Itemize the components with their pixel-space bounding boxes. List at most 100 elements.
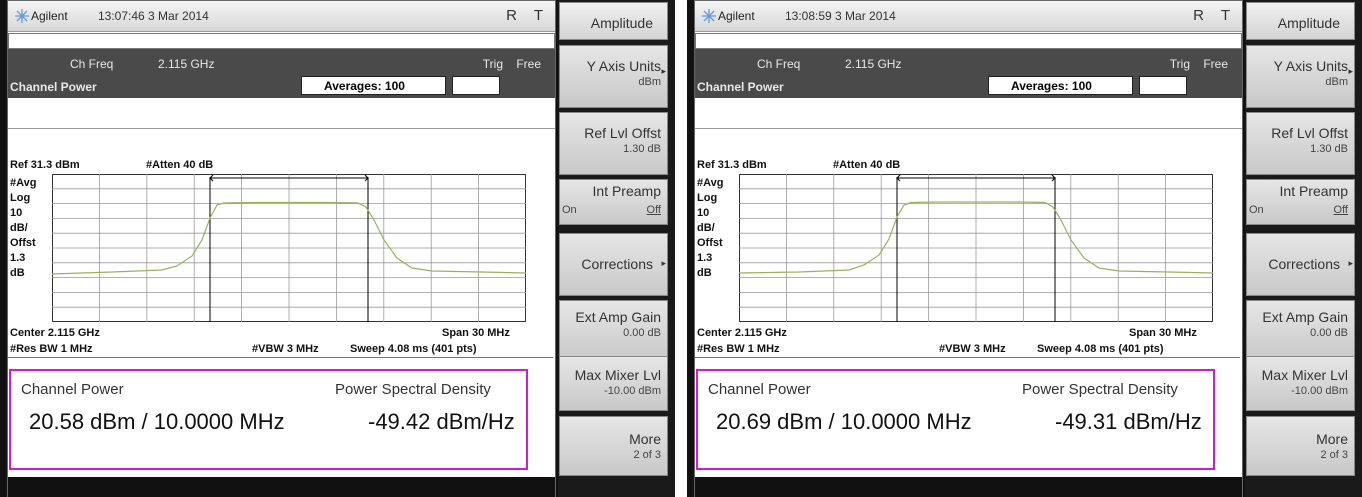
- results-panel: Channel Power Power Spectral Density 20.…: [9, 369, 528, 470]
- channel-power-value: 20.58 dBm / 10.0000 MHz: [29, 409, 285, 434]
- ch-freq-label: Ch Freq: [70, 57, 114, 71]
- ref-level: Ref 31.3 dBm: [697, 159, 767, 171]
- sweep: Sweep 4.08 ms (401 pts): [1037, 343, 1164, 355]
- ch-freq-value: 2.115 GHz: [845, 57, 902, 71]
- indicator-r: R: [1193, 7, 1204, 24]
- scale-label: Log: [10, 192, 31, 204]
- attenuation: #Atten 40 dB: [833, 159, 901, 171]
- menu-title: Amplitude: [1246, 2, 1355, 40]
- ref-lvl-offst-softkey[interactable]: Ref Lvl Offst 1.30 dB: [1246, 112, 1355, 175]
- scale-label: dB/: [10, 222, 28, 234]
- psd-value: -49.42 dBm/Hz: [368, 409, 515, 434]
- more-softkey[interactable]: More 2 of 3: [559, 416, 668, 476]
- agilent-logo-icon: [702, 9, 716, 23]
- brand-name: Agilent: [31, 9, 68, 23]
- channel-bandwidth-markers: [896, 174, 1056, 322]
- scale-label: #Avg: [10, 177, 37, 189]
- indicator-t: T: [1220, 7, 1230, 24]
- scale-label: dB: [697, 267, 712, 279]
- corrections-softkey[interactable]: Corrections ▸: [559, 233, 668, 296]
- indicator-r: R: [506, 7, 517, 24]
- submenu-arrow-icon: ▸: [1348, 66, 1353, 76]
- scale-label: dB: [10, 267, 25, 279]
- indicator-t: T: [533, 7, 543, 24]
- status-field: [1139, 76, 1187, 95]
- channel-power-label: Channel Power: [21, 381, 124, 398]
- softkey-panel: Amplitude Y Axis Units dBm ▸ Ref Lvl Off…: [558, 0, 675, 497]
- averages-field: Averages: 100: [988, 76, 1133, 95]
- spectrum-graticule: [739, 174, 1213, 322]
- int-preamp-softkey[interactable]: Int Preamp On Off: [1246, 179, 1355, 225]
- status-bar: Agilent 13:07:46 3 Mar 2014 R T: [8, 1, 555, 32]
- measurement-mode: Channel Power: [10, 80, 97, 94]
- scale-label: 1.3: [697, 252, 713, 264]
- measurement-mode: Channel Power: [697, 80, 784, 94]
- analyzer-screen-2: Agilent 13:08:59 3 Mar 2014 R T Ch Freq …: [687, 0, 1362, 497]
- spectrum-graticule: [52, 174, 526, 322]
- span: Span 30 MHz: [442, 327, 510, 339]
- submenu-arrow-icon: ▸: [661, 66, 666, 76]
- vbw: #VBW 3 MHz: [939, 343, 1006, 355]
- submenu-arrow-icon: ▸: [661, 258, 666, 268]
- psd-label: Power Spectral Density: [335, 381, 491, 398]
- brand-name: Agilent: [718, 9, 755, 23]
- ext-amp-gain-softkey[interactable]: Ext Amp Gain 0.00 dB: [1246, 300, 1355, 363]
- timestamp: 13:08:59 3 Mar 2014: [785, 9, 896, 23]
- res-bw: #Res BW 1 MHz: [697, 343, 780, 355]
- agilent-logo-icon: [15, 9, 29, 23]
- results-panel: Channel Power Power Spectral Density 20.…: [696, 369, 1215, 470]
- status-bar: Agilent 13:08:59 3 Mar 2014 R T: [695, 1, 1242, 32]
- divider: [695, 357, 1240, 365]
- y-axis-units-softkey[interactable]: Y Axis Units dBm ▸: [1246, 45, 1355, 108]
- int-preamp-softkey[interactable]: Int Preamp On Off: [559, 179, 668, 225]
- scale-label: #Avg: [697, 177, 724, 189]
- trig-value: Free: [516, 57, 541, 71]
- ch-freq-value: 2.115 GHz: [158, 57, 215, 71]
- channel-bandwidth-markers: [209, 174, 369, 322]
- channel-power-label: Channel Power: [708, 381, 811, 398]
- entry-line: [695, 33, 1242, 49]
- averages-field: Averages: 100: [301, 76, 446, 95]
- spectrum-trace: [739, 201, 1213, 274]
- attenuation: #Atten 40 dB: [146, 159, 214, 171]
- bottom-status-bar: [8, 477, 555, 497]
- y-axis-units-softkey[interactable]: Y Axis Units dBm ▸: [559, 45, 668, 108]
- center-frequency: Center 2.115 GHz: [10, 327, 100, 339]
- softkey-panel: Amplitude Y Axis Units dBm ▸ Ref Lvl Off…: [1245, 0, 1362, 497]
- scale-label: 10: [10, 207, 23, 219]
- channel-power-value: 20.69 dBm / 10.0000 MHz: [716, 409, 972, 434]
- max-mixer-lvl-softkey[interactable]: Max Mixer Lvl -10.00 dBm: [1246, 356, 1355, 411]
- max-mixer-lvl-softkey[interactable]: Max Mixer Lvl -10.00 dBm: [559, 356, 668, 411]
- entry-line: [8, 33, 555, 49]
- trig-label: Trig: [482, 57, 503, 71]
- sweep: Sweep 4.08 ms (401 pts): [350, 343, 477, 355]
- analyzer-screen-1: Agilent 13:07:46 3 Mar 2014 R T Ch Freq …: [0, 0, 675, 497]
- status-field: [452, 76, 500, 95]
- display-area: Agilent 13:08:59 3 Mar 2014 R T Ch Freq …: [694, 0, 1243, 497]
- measurement-header: Ch Freq 2.115 GHz Trig Free Channel Powe…: [695, 49, 1242, 98]
- divider: [8, 357, 553, 365]
- scale-label: dB/: [697, 222, 715, 234]
- message-line: [8, 98, 555, 129]
- scale-label: Offst: [10, 237, 36, 249]
- span: Span 30 MHz: [1129, 327, 1197, 339]
- scale-label: Log: [697, 192, 718, 204]
- submenu-arrow-icon: ▸: [1348, 258, 1353, 268]
- vbw: #VBW 3 MHz: [252, 343, 319, 355]
- ext-amp-gain-softkey[interactable]: Ext Amp Gain 0.00 dB: [559, 300, 668, 363]
- bottom-status-bar: [695, 477, 1242, 497]
- ref-level: Ref 31.3 dBm: [10, 159, 80, 171]
- ch-freq-label: Ch Freq: [757, 57, 801, 71]
- display-area: Agilent 13:07:46 3 Mar 2014 R T Ch Freq …: [7, 0, 556, 497]
- trig-label: Trig: [1169, 57, 1190, 71]
- center-frequency: Center 2.115 GHz: [697, 327, 787, 339]
- ref-lvl-offst-softkey[interactable]: Ref Lvl Offst 1.30 dB: [559, 112, 668, 175]
- scale-label: 10: [697, 207, 710, 219]
- corrections-softkey[interactable]: Corrections ▸: [1246, 233, 1355, 296]
- spectrum-trace: [52, 201, 526, 275]
- psd-label: Power Spectral Density: [1022, 381, 1178, 398]
- scale-label: 1.3: [10, 252, 26, 264]
- more-softkey[interactable]: More 2 of 3: [1246, 416, 1355, 476]
- trig-value: Free: [1203, 57, 1228, 71]
- psd-value: -49.31 dBm/Hz: [1055, 409, 1202, 434]
